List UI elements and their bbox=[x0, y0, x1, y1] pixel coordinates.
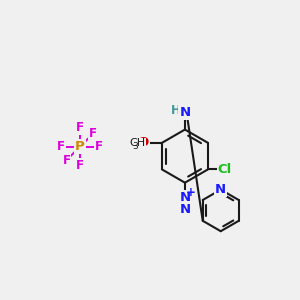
Text: N: N bbox=[179, 106, 191, 119]
Text: CH: CH bbox=[130, 138, 146, 148]
Text: F: F bbox=[57, 140, 65, 153]
Text: F: F bbox=[76, 159, 84, 172]
Text: F: F bbox=[89, 127, 97, 140]
Text: +: + bbox=[186, 186, 196, 199]
Text: N: N bbox=[215, 183, 226, 196]
Text: P: P bbox=[75, 140, 85, 153]
Text: Cl: Cl bbox=[218, 163, 232, 176]
Text: F: F bbox=[62, 154, 70, 167]
Text: N: N bbox=[179, 203, 191, 216]
Text: 3: 3 bbox=[133, 142, 139, 151]
Text: H: H bbox=[171, 104, 181, 117]
Text: F: F bbox=[76, 122, 84, 134]
Text: O: O bbox=[137, 136, 148, 149]
Text: F: F bbox=[95, 140, 103, 153]
Text: N: N bbox=[179, 191, 191, 204]
